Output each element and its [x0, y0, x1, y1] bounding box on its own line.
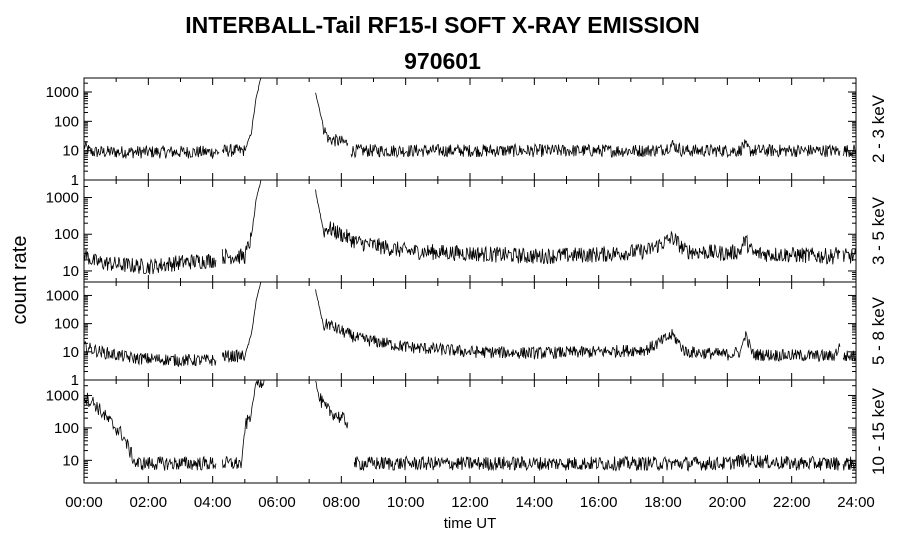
x-tick-label: 20:00 — [709, 494, 747, 511]
series-trace — [842, 248, 857, 264]
y-tick-label: 10 — [62, 143, 79, 160]
x-tick-label: 00:00 — [65, 494, 103, 511]
y-tick-label: 1 — [71, 172, 79, 189]
x-tick-label: 08:00 — [323, 494, 361, 511]
y-tick-label: 1000 — [46, 387, 79, 404]
panel-frame — [83, 281, 857, 381]
series-trace — [315, 189, 841, 265]
series-trace — [842, 456, 857, 471]
y-tick-label: 1000 — [46, 287, 79, 304]
y-tick-label: 100 — [54, 226, 79, 243]
series-label: 3 - 5 keV — [869, 196, 888, 265]
series-trace — [315, 92, 329, 143]
series-trace — [221, 379, 265, 470]
x-tick-label: 16:00 — [580, 494, 618, 511]
series-label: 10 - 15 keV — [869, 387, 888, 475]
y-tick-label: 10 — [62, 263, 79, 280]
y-tick-label: 10 — [62, 344, 79, 361]
series-trace — [350, 139, 841, 159]
series-trace — [83, 392, 217, 471]
series-trace — [328, 134, 349, 147]
x-tick-label: 02:00 — [130, 494, 168, 511]
series-trace — [83, 141, 220, 160]
series-trace — [83, 341, 217, 368]
y-tick-label: 100 — [54, 420, 79, 437]
series-trace — [221, 77, 262, 157]
x-tick-label: 14:00 — [516, 494, 554, 511]
series-trace — [842, 350, 857, 362]
series-trace — [842, 144, 857, 158]
series-label: 5 - 8 keV — [869, 296, 888, 365]
y-tick-label: 10 — [62, 452, 79, 469]
x-tick-label: 24:00 — [837, 494, 875, 511]
panel-frame — [83, 379, 857, 484]
chart-subtitle: 970601 — [404, 48, 481, 74]
x-tick-label: 04:00 — [194, 494, 232, 511]
y-tick-label: 1000 — [46, 190, 79, 207]
x-axis-label: time UT — [444, 515, 497, 532]
series-trace — [221, 179, 262, 265]
y-tick-label: 1 — [71, 372, 79, 389]
series-label: 2 - 3 keV — [869, 94, 888, 163]
series-trace — [315, 380, 349, 429]
x-tick-label: 12:00 — [451, 494, 489, 511]
series-trace — [83, 249, 217, 275]
x-tick-label: 06:00 — [258, 494, 296, 511]
x-tick-label: 18:00 — [644, 494, 682, 511]
series-trace — [353, 453, 841, 472]
y-axis-label: count rate — [9, 236, 31, 325]
chart-title: INTERBALL-Tail RF15-I SOFT X-RAY EMISSIO… — [185, 12, 700, 38]
series-trace — [315, 289, 841, 362]
y-tick-label: 1000 — [46, 84, 79, 101]
y-tick-label: 100 — [54, 113, 79, 130]
y-tick-label: 100 — [54, 316, 79, 333]
x-tick-label: 22:00 — [773, 494, 811, 511]
panel-frame — [83, 77, 857, 181]
x-tick-label: 10:00 — [387, 494, 425, 511]
series-trace — [221, 281, 262, 363]
